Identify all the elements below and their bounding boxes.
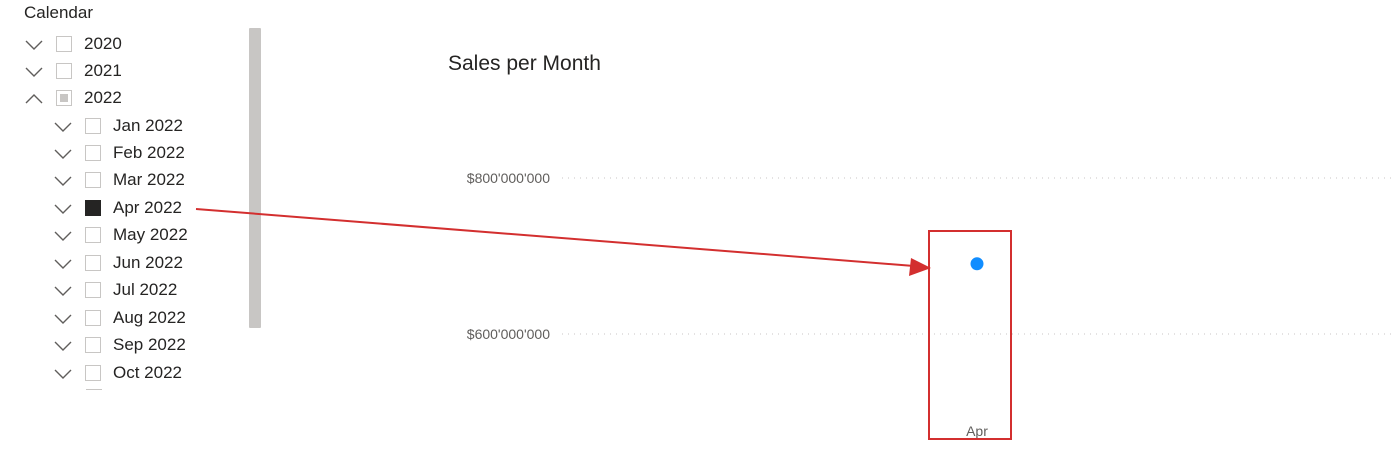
item-checkbox[interactable] [85,145,101,161]
item-checkbox[interactable] [85,172,101,188]
item-checkbox[interactable] [85,337,101,353]
slicer-scrollbar[interactable] [249,28,261,328]
slicer-item[interactable]: May 2022 [53,222,188,248]
slicer-item[interactable]: Mar 2022 [53,167,185,193]
slicer-item-label: 2020 [84,34,122,53]
calendar-slicer: Calendar 2020 2021 2022 Jan 2022 Feb 2022 Mar… [0,0,270,454]
chevron-up-icon[interactable] [24,91,46,105]
slicer-item[interactable]: 2020 [24,31,122,57]
chart-title: Sales per Month [448,52,601,75]
slicer-item[interactable]: Jun 2022 [53,250,183,276]
slicer-item[interactable]: Sep 2022 [53,332,186,358]
chevron-down-icon[interactable] [53,173,75,187]
slicer-item-label: May 2022 [113,225,188,244]
slicer-item[interactable]: Oct 2022 [53,360,182,386]
slicer-item-label: Sep 2022 [113,335,186,354]
slicer-item[interactable]: Feb 2022 [53,140,185,166]
item-checkbox[interactable] [56,90,72,106]
item-checkbox[interactable] [85,282,101,298]
chevron-down-icon[interactable] [24,64,46,78]
chevron-down-icon[interactable] [53,146,75,160]
slicer-item-label: Jul 2022 [113,280,178,299]
item-checkbox[interactable] [85,200,101,216]
slicer-item[interactable]: Jan 2022 [53,113,183,139]
slicer-item-label: 2021 [84,61,122,80]
chart-canvas: $600'000'000 $800'000'000 Apr [467,170,1395,439]
slicer-item-label: Jan 2022 [113,116,183,135]
item-checkbox[interactable] [85,227,101,243]
more-items-hint [86,389,102,392]
slicer-item-label: Apr 2022 [113,198,182,217]
slicer-item[interactable]: Jul 2022 [53,277,177,303]
chevron-down-icon[interactable] [53,201,75,215]
slicer-item-label: Oct 2022 [113,363,182,382]
item-checkbox[interactable] [56,63,72,79]
slicer-item[interactable]: Apr 2022 [53,195,182,221]
chevron-down-icon[interactable] [53,119,75,133]
item-checkbox[interactable] [85,365,101,381]
chevron-down-icon[interactable] [53,283,75,297]
slicer-title: Calendar [24,3,93,22]
slicer-item-label: Jun 2022 [113,253,183,272]
y-tick-label: $800'000'000 [467,170,550,186]
item-checkbox[interactable] [85,118,101,134]
chevron-down-icon[interactable] [53,366,75,380]
x-tick-label: Apr [966,423,988,439]
chevron-down-icon[interactable] [24,37,46,51]
slicer-item[interactable]: Aug 2022 [53,305,186,331]
slicer-item[interactable]: 2022 [24,85,122,111]
chevron-down-icon[interactable] [53,228,75,242]
y-tick-label: $600'000'000 [467,326,550,342]
slicer-item-label: 2022 [84,88,122,107]
chevron-down-icon[interactable] [53,256,75,270]
slicer-item-label: Mar 2022 [113,170,185,189]
item-checkbox[interactable] [85,255,101,271]
chevron-down-icon[interactable] [53,338,75,352]
slicer-item[interactable]: 2021 [24,58,122,84]
item-checkbox[interactable] [85,310,101,326]
slicer-item-label: Feb 2022 [113,143,185,162]
item-checkbox[interactable] [56,36,72,52]
chevron-down-icon[interactable] [53,311,75,325]
sales-per-month-chart: Sales per Month $600'000'000 $800'000'000… [420,0,1400,454]
data-point[interactable] [970,257,984,271]
slicer-item-label: Aug 2022 [113,308,186,327]
